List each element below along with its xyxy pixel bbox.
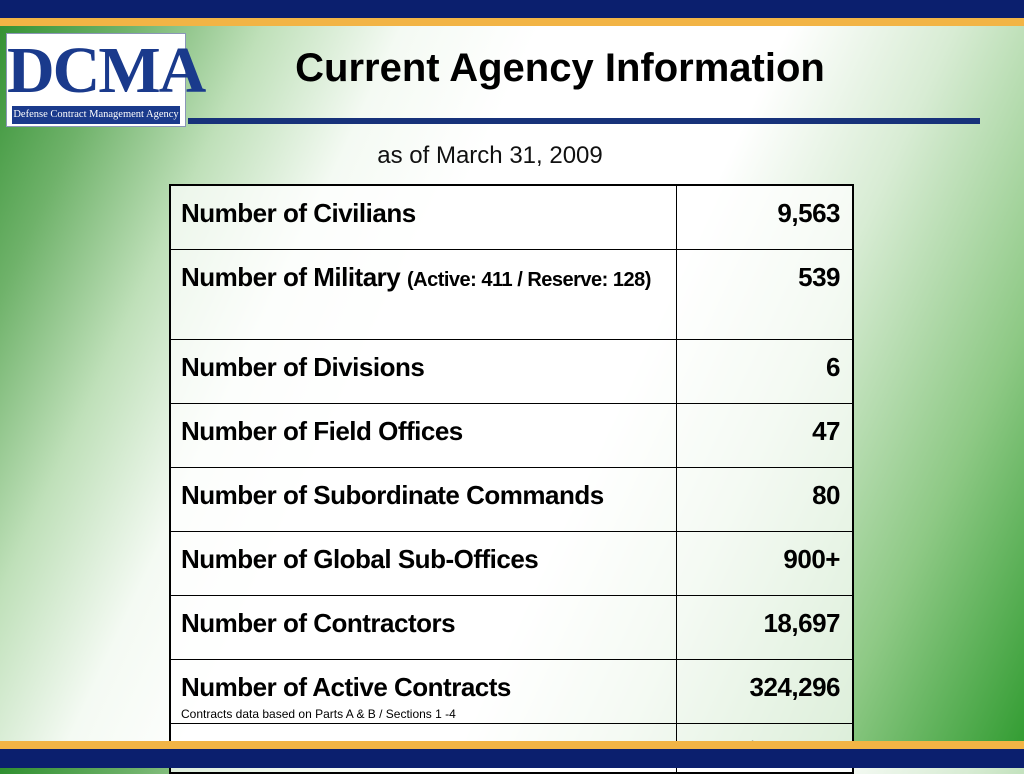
row-value: 9,563 [675, 184, 854, 250]
bottom-navy-bar [0, 749, 1024, 768]
table-row: Number of Divisions 6 [169, 338, 854, 404]
table-row: Number of Field Offices 47 [169, 402, 854, 468]
row-label-cell: Number of Active Contracts Contracts dat… [169, 658, 677, 724]
contracts-footnote: Contracts data based on Parts A & B / Se… [181, 706, 456, 721]
title-underline [188, 118, 980, 124]
table-row: Number of Military (Active: 411 / Reserv… [169, 248, 854, 340]
row-label: Number of Active Contracts [181, 671, 511, 702]
row-label: Number of Subordinate Commands [169, 466, 677, 532]
row-label: Number of Contractors [169, 594, 677, 660]
row-value: 539 [675, 248, 854, 340]
row-value: 900+ [675, 530, 854, 596]
as-of-date: as of March 31, 2009 [377, 142, 603, 169]
page-title: Current Agency Information [295, 46, 825, 90]
table-row: Number of Civilians 9,563 [169, 184, 854, 250]
logo-tagline: Defense Contract Management Agency [12, 106, 180, 124]
row-value: 47 [675, 402, 854, 468]
bottom-gold-stripe [0, 741, 1024, 749]
row-label: Number of Civilians [169, 184, 677, 250]
row-value: 80 [675, 466, 854, 532]
logo-letters: DCMA [7, 34, 206, 107]
table-row: Number of Contractors 18,697 [169, 594, 854, 660]
row-value: 18,697 [675, 594, 854, 660]
row-value: 324,296 [675, 658, 854, 724]
dcma-logo: DCMA Defense Contract Management Agency [6, 33, 206, 127]
row-value: 6 [675, 338, 854, 404]
row-label: Number of Global Sub-Offices [169, 530, 677, 596]
table-row: Number of Active Contracts Contracts dat… [169, 658, 854, 724]
row-label: Number of Divisions [169, 338, 677, 404]
row-label: Number of Military [181, 261, 401, 292]
row-label: Number of Field Offices [169, 402, 677, 468]
row-label-cell: Number of Military (Active: 411 / Reserv… [169, 248, 677, 340]
top-navy-bar [0, 0, 1024, 18]
table-row: Number of Global Sub-Offices 900+ [169, 530, 854, 596]
row-detail: (Active: 411 / Reserve: 128) [406, 268, 651, 291]
agency-info-table: Number of Civilians 9,563 Number of Mili… [169, 184, 854, 774]
top-gold-stripe [0, 18, 1024, 26]
table-row: Number of Subordinate Commands 80 [169, 466, 854, 532]
